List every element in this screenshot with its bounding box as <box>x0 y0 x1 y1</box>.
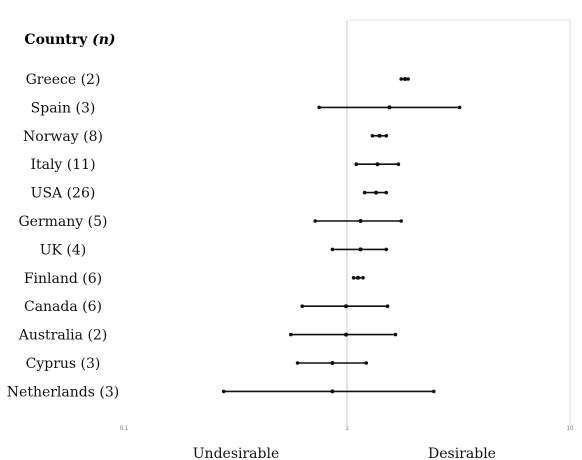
ci-low-marker <box>317 105 321 110</box>
country-label: Germany (5) <box>19 214 108 230</box>
ci-high-marker <box>457 105 462 110</box>
ci-high-marker <box>384 247 389 252</box>
forest-row: Australia (2) <box>18 328 398 344</box>
forest-row: USA (26) <box>31 186 389 202</box>
header-n: (n) <box>92 32 115 48</box>
ci-low-marker <box>362 190 367 195</box>
ci-low-marker <box>221 389 226 394</box>
country-label: Spain (3) <box>31 100 96 116</box>
country-label: Australia (2) <box>18 328 108 344</box>
estimate-point <box>375 162 380 167</box>
ci-low-marker <box>351 276 356 280</box>
country-label: Canada (6) <box>24 299 102 315</box>
ci-low-marker <box>313 219 317 223</box>
ci-high-marker <box>385 304 390 309</box>
column-header: Country (n) <box>24 32 115 48</box>
header-country: Country <box>24 32 92 48</box>
x-tick-label: 1 <box>345 426 349 432</box>
ci-high-marker <box>384 134 389 138</box>
country-label: Finland (6) <box>24 271 102 287</box>
country-label: UK (4) <box>40 242 87 258</box>
ci-low-marker <box>289 332 293 337</box>
country-label: Netherlands (3) <box>7 384 119 400</box>
country-label: Cyprus (3) <box>26 356 101 372</box>
ci-high-marker <box>431 389 436 394</box>
estimate-point <box>377 133 382 138</box>
forest-row: Greece (2) <box>26 72 410 88</box>
estimate-point <box>374 190 379 195</box>
ci-high-marker <box>361 276 365 280</box>
estimate-point <box>330 389 335 394</box>
x-tick-label: 10 <box>567 426 574 432</box>
ci-high-marker <box>399 219 403 223</box>
x-axis-ticks: 0.1 1 10 <box>120 426 574 432</box>
ci-low-marker <box>295 361 300 365</box>
estimate-point <box>358 247 363 252</box>
forest-row: Germany (5) <box>19 214 403 230</box>
forest-row: UK (4) <box>40 242 389 258</box>
ci-low-marker <box>330 247 335 252</box>
ci-low-marker <box>399 77 403 81</box>
estimate-point <box>387 105 392 110</box>
ci-high-marker <box>384 190 389 195</box>
ci-low-marker <box>370 134 375 138</box>
ci-high-marker <box>396 162 401 166</box>
forest-row: Cyprus (3) <box>26 356 369 372</box>
estimate-point <box>402 77 407 81</box>
estimate-point <box>355 275 360 280</box>
x-tick-label: 0.1 <box>120 426 129 432</box>
forest-row: Norway (8) <box>23 129 389 145</box>
ci-high-marker <box>393 332 398 337</box>
estimate-point <box>358 219 363 223</box>
desirable-label: Desirable <box>428 446 496 460</box>
forest-row: Italy (11) <box>30 157 401 173</box>
estimate-point <box>344 332 349 337</box>
undesirable-label: Undesirable <box>193 446 280 460</box>
forest-row: Canada (6) <box>24 299 390 315</box>
ci-high-marker <box>406 77 410 81</box>
country-label: Greece (2) <box>26 72 101 88</box>
estimate-point <box>344 304 349 309</box>
country-label: USA (26) <box>31 186 96 202</box>
ci-high-marker <box>364 361 369 365</box>
estimate-point <box>330 361 335 365</box>
forest-rows: Greece (2) Spain (3) Norway (8) Italy (11) U… <box>7 72 462 400</box>
ci-low-marker <box>300 304 305 309</box>
country-label: Italy (11) <box>30 157 95 173</box>
forest-row: Finland (6) <box>24 271 365 287</box>
forest-row: Spain (3) <box>31 100 462 116</box>
forest-row: Netherlands (3) <box>7 384 436 400</box>
country-label: Norway (8) <box>23 129 103 145</box>
ci-low-marker <box>354 162 359 166</box>
